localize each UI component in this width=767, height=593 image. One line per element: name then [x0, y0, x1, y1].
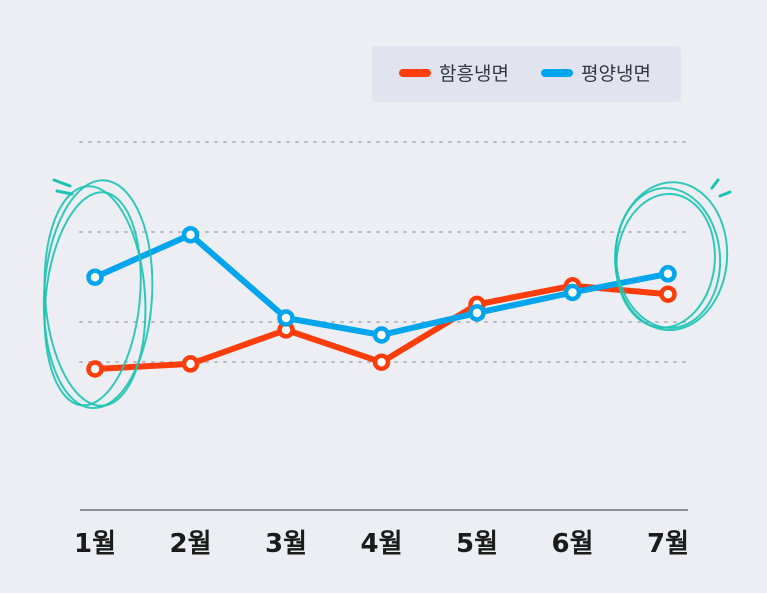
data-point [372, 326, 391, 344]
x-tick-label: 7월 [647, 529, 689, 559]
x-axis-tick-labels: 1월 2월 3월 4월 5월 6월 7월 [74, 529, 689, 559]
accent-mark [55, 189, 74, 196]
legend-label-1: 평양냉면 [581, 63, 651, 85]
x-tick-label: 6월 [551, 529, 593, 559]
legend-label-0: 함흥냉면 [439, 63, 509, 85]
legend: 함흥냉면 평양냉면 [372, 46, 681, 102]
x-tick-label: 1월 [74, 529, 116, 559]
highlight-circle [42, 179, 154, 410]
series-layer [86, 225, 677, 378]
data-point [659, 285, 677, 303]
data-point [277, 309, 295, 327]
data-point [372, 353, 391, 371]
x-tick-label: 4월 [360, 529, 402, 559]
data-point [86, 360, 104, 378]
accent-mark [52, 178, 72, 188]
highlight-circle [614, 181, 729, 332]
legend-box [372, 46, 681, 102]
data-point [468, 304, 486, 322]
x-tick-label: 3월 [265, 529, 307, 559]
highlight-circles [42, 178, 732, 410]
data-point [563, 283, 582, 302]
x-tick-label: 5월 [456, 529, 498, 559]
accent-mark [718, 190, 732, 198]
data-point [86, 268, 104, 286]
data-point [181, 225, 200, 244]
data-point [181, 355, 200, 373]
series-1 [86, 225, 677, 344]
accent-mark [710, 178, 720, 190]
x-tick-label: 2월 [169, 529, 211, 559]
data-point [659, 265, 677, 283]
